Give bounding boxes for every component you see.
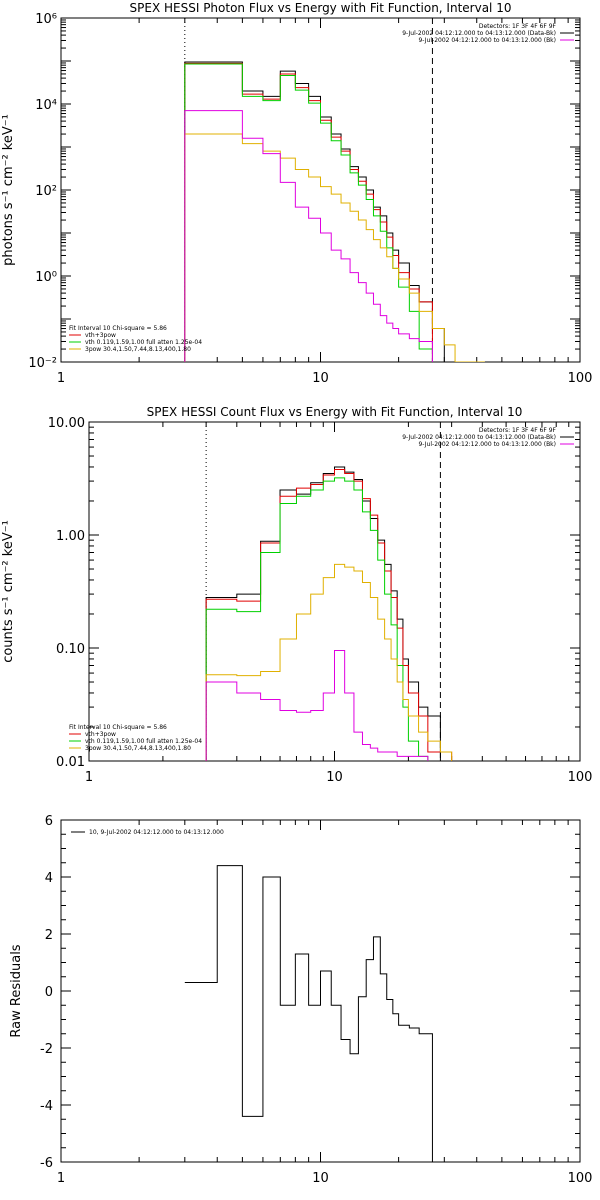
legend-bottom-text: 3pow 30.4,1.50,7.44,8.13,400,1.80	[85, 346, 191, 353]
x-tick-label: 10	[312, 1171, 329, 1186]
chart-title: SPEX HESSI Count Flux vs Energy with Fit…	[147, 405, 523, 419]
x-tick-label: 10	[326, 770, 343, 785]
legend-bottom-text: vth+3pow	[85, 332, 116, 339]
series-3pow	[184, 133, 485, 362]
series-line	[205, 468, 453, 761]
legend-bottom: Fit Interval 10 Chi-square = 5.86vth+3po…	[69, 325, 202, 353]
series-bk	[205, 650, 429, 761]
legend-top-text: 9-Jul-2002 04:12:12.000 to 04:13:12.000 …	[402, 434, 556, 441]
legend-top-text: Detectors: 1F 3F 4F 6F 9F	[479, 23, 557, 30]
series-line	[184, 61, 445, 362]
legend-top-text: 10, 9-Jul-2002 04:12:12.000 to 04:13:12.…	[89, 829, 224, 836]
y-tick-label: 10⁴	[35, 98, 57, 113]
series-line	[184, 110, 433, 362]
y-tick-label: 6	[45, 814, 53, 829]
series-data-bk	[205, 466, 441, 761]
y-axis-label: counts s⁻¹ cm⁻² keV⁻¹	[1, 520, 16, 663]
series-line	[205, 563, 453, 761]
plot-frame	[60, 17, 581, 363]
legend-top-text: 9-Jul-2002 04:12:12.000 to 04:13:12.000 …	[418, 441, 556, 448]
y-tick-label: 10.00	[48, 416, 85, 431]
legend-bottom-text: Fit Interval 10 Chi-square = 5.86	[69, 724, 167, 731]
y-tick-label: 2	[45, 928, 53, 943]
legend-bottom-text: vth 0.119,1.59,1.00 full atten 1.25e-04	[85, 738, 202, 745]
legend-bottom-text: 3pow 30.4,1.50,7.44,8.13,400,1.80	[85, 745, 191, 752]
series-line	[184, 133, 485, 362]
legend-bottom-text: vth+3pow	[85, 731, 116, 738]
series-vth	[205, 477, 429, 761]
chart-title: SPEX HESSI Photon Flux vs Energy with Fi…	[130, 1, 512, 15]
x-tick-label: 1	[85, 770, 93, 785]
legend-bottom-text: Fit Interval 10 Chi-square = 5.86	[69, 325, 167, 332]
y-tick-label: 0	[45, 985, 53, 1000]
y-axis-label: photons s⁻¹ cm⁻² keV⁻¹	[1, 114, 16, 266]
series-3pow	[205, 563, 453, 761]
y-tick-label: 10⁰	[35, 270, 57, 285]
series-bk	[184, 110, 433, 362]
chart-3: 1 10 100 -6 -4 -2 0 2 4 6 Raw Residuals 10, 9-Jul-2…	[9, 814, 592, 1186]
legend-top: Detectors: 1F 3F 4F 6F 9F9-Jul-2002 04:1…	[402, 427, 574, 448]
x-tick-label: 100	[568, 1171, 593, 1186]
legend-top: Detectors: 1F 3F 4F 6F 9F9-Jul-2002 04:1…	[402, 23, 574, 44]
series-line	[205, 466, 441, 761]
y-tick-label: -2	[40, 1042, 53, 1057]
y-tick-label: 10²	[35, 184, 57, 199]
chart-1: SPEX HESSI Photon Flux vs Energy with Fi…	[1, 1, 592, 386]
series-line	[205, 477, 429, 761]
x-tick-label: 10	[312, 371, 329, 386]
y-tick-label: 0.01	[56, 755, 85, 770]
series-data-bk	[184, 61, 445, 362]
series-line	[184, 865, 433, 1162]
y-tick-label: -4	[40, 1099, 53, 1114]
legend-top: 10, 9-Jul-2002 04:12:12.000 to 04:13:12.…	[71, 829, 224, 836]
y-tick-label: 10⁻²	[28, 356, 57, 371]
legend-top-text: 9-Jul-2002 04:12:12.000 to 04:13:12.000 …	[402, 30, 556, 37]
y-tick-label: 0.10	[56, 642, 85, 657]
series-10-9-jul-2002-04-12-12-000-to-04-13-12-000	[184, 865, 433, 1162]
y-tick-label: 4	[45, 871, 53, 886]
x-tick-label: 100	[568, 770, 593, 785]
series-vth-3pow	[205, 468, 453, 761]
y-axis-label: Raw Residuals	[9, 944, 24, 1037]
y-tick-label: -6	[40, 1156, 53, 1171]
x-tick-label: 1	[57, 371, 65, 386]
y-tick-label: 1.00	[56, 529, 85, 544]
x-tick-label: 1	[57, 1171, 65, 1186]
legend-top-text: 9-Jul-2002 04:12:12.000 to 04:13:12.000 …	[418, 37, 556, 44]
chart-2: SPEX HESSI Count Flux vs Energy with Fit…	[1, 405, 592, 785]
y-tick-label: 10⁶	[35, 12, 57, 27]
legend-bottom-text: vth 0.119,1.59,1.00 full atten 1.25e-04	[85, 339, 202, 346]
legend-bottom: Fit Interval 10 Chi-square = 5.86vth+3po…	[69, 724, 202, 752]
legend-top-text: Detectors: 1F 3F 4F 6F 9F	[479, 427, 557, 434]
x-tick-label: 100	[568, 371, 593, 386]
series-line	[205, 650, 429, 761]
